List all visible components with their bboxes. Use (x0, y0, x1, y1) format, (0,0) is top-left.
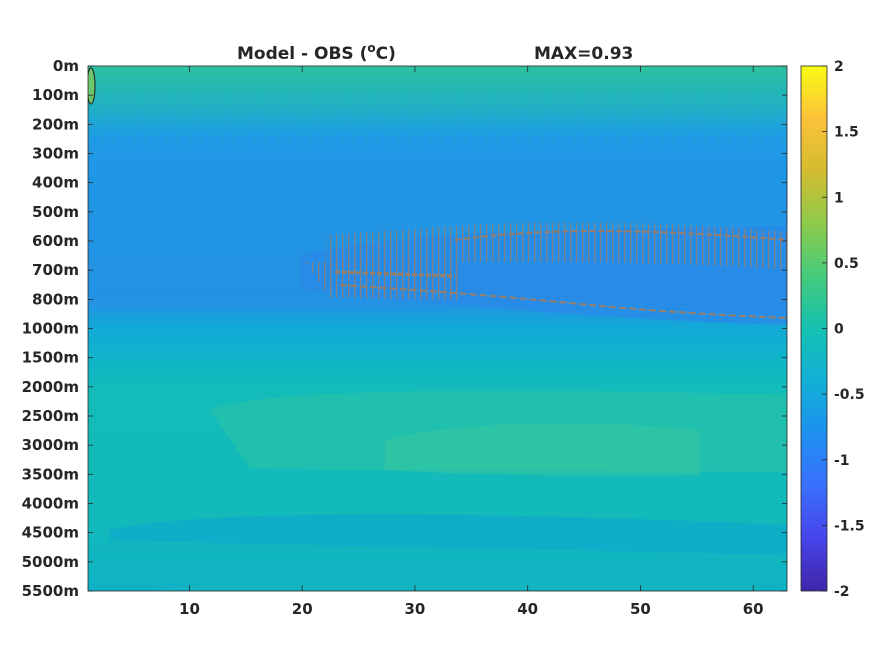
x-tick-label: 30 (405, 600, 426, 618)
y-tick-label: 0m (53, 57, 79, 75)
y-tick-label: 600m (32, 232, 79, 250)
colorbar-tick-label: 0 (834, 322, 844, 338)
contour-line-lower (339, 284, 787, 319)
y-tick-label: 2000m (22, 378, 79, 396)
x-tick-label: 50 (630, 600, 651, 618)
colorbar-tick-label: 1.5 (834, 125, 859, 141)
plot-area (88, 66, 787, 591)
y-tick-label: 3000m (22, 436, 79, 454)
x-axis: 10 20 30 40 50 60 (179, 66, 764, 618)
x-tick-label: 40 (517, 600, 538, 618)
svg-text:Model - OBS (oC): Model - OBS (oC) (237, 41, 396, 64)
y-tick-label: 700m (32, 261, 79, 279)
title-unit-superscript: o (367, 41, 375, 55)
y-tick-label: 400m (32, 174, 79, 192)
y-axis: 0m 100m 200m 300m 400m 500m 600m 700m 800m 1000m 1… (22, 57, 787, 600)
y-tick-label: 500m (32, 203, 79, 221)
y-tick-label: 4500m (22, 524, 79, 542)
x-tick-label: 60 (743, 600, 764, 618)
bottom-cool-region (110, 514, 787, 555)
y-tick-label: 1000m (22, 320, 79, 338)
y-tick-label: 300m (32, 145, 79, 163)
y-tick-label: 5500m (22, 582, 79, 600)
contour-line-mid (334, 270, 456, 278)
chart-title: Model - OBS (oC) MAX=0.93 (237, 41, 633, 64)
title-unit-tail: C) (376, 44, 396, 64)
x-tick-label: 10 (179, 600, 200, 618)
x-tick-label: 20 (292, 600, 313, 618)
colorbar-tick-label: 0.5 (834, 256, 859, 272)
y-tick-label: 800m (32, 290, 79, 308)
colorbar-ticks: 2 1.5 1 0.5 0 -0.5 -1 -1.5 -2 (822, 59, 865, 600)
y-tick-label: 100m (32, 86, 79, 104)
y-tick-label: 4000m (22, 495, 79, 513)
colorbar-tick-label: 1 (834, 190, 844, 206)
title-left: Model - OBS ( (237, 44, 367, 64)
y-tick-label: 3500m (22, 465, 79, 483)
y-tick-label: 1500m (22, 349, 79, 367)
field-background (88, 66, 787, 591)
colorbar-tick-label: -0.5 (834, 387, 865, 403)
contour-hatch-band-2 (305, 262, 460, 300)
colorbar-tick-label: 2 (834, 59, 844, 75)
colorbar-tick-label: -1.5 (834, 518, 865, 534)
surface-warm-layer (88, 66, 787, 141)
warm-patch-region (210, 390, 787, 472)
warm-core-region (385, 423, 700, 476)
y-tick-label: 2500m (22, 407, 79, 425)
contour-hatch-band-1 (325, 222, 787, 270)
y-tick-label: 200m (32, 115, 79, 133)
title-max: MAX=0.93 (534, 44, 633, 64)
y-tick-label: 5000m (22, 553, 79, 571)
colorbar-tick-label: -1 (834, 453, 850, 469)
colorbar-tick-label: -2 (834, 584, 850, 600)
